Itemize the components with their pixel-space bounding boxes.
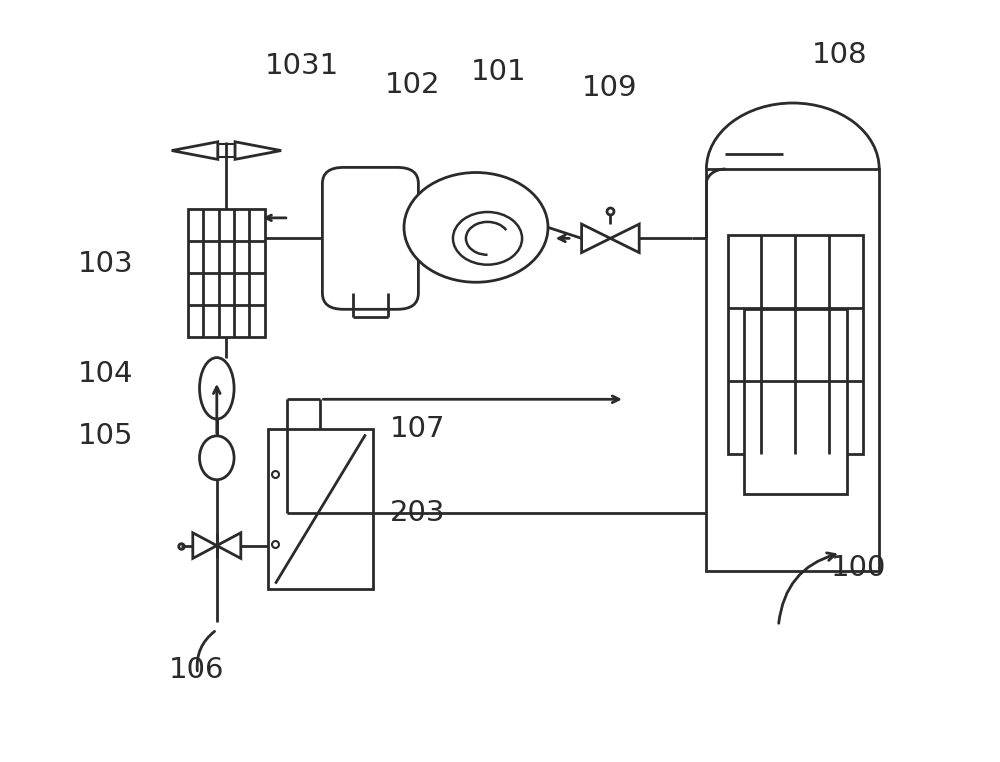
Bar — [706, 169, 879, 572]
Ellipse shape — [200, 436, 234, 480]
Text: 109: 109 — [582, 75, 637, 102]
Ellipse shape — [200, 357, 234, 419]
Text: 104: 104 — [78, 360, 133, 388]
Bar — [188, 209, 265, 337]
Text: 100: 100 — [831, 553, 887, 581]
Circle shape — [453, 212, 522, 264]
Text: 107: 107 — [390, 415, 445, 443]
Bar — [268, 428, 373, 590]
FancyArrowPatch shape — [197, 632, 215, 671]
Polygon shape — [610, 224, 639, 253]
Text: 101: 101 — [471, 59, 527, 86]
Polygon shape — [235, 142, 281, 159]
Text: 106: 106 — [169, 656, 224, 684]
FancyArrowPatch shape — [779, 553, 835, 623]
Polygon shape — [582, 224, 610, 253]
Text: 203: 203 — [390, 498, 445, 527]
Text: 102: 102 — [385, 71, 440, 99]
Polygon shape — [217, 533, 241, 559]
Text: 105: 105 — [78, 422, 133, 450]
Text: 103: 103 — [78, 250, 133, 278]
Text: 1031: 1031 — [265, 53, 339, 81]
Polygon shape — [193, 533, 217, 559]
Text: 108: 108 — [812, 41, 868, 69]
FancyBboxPatch shape — [322, 168, 418, 309]
Bar — [728, 235, 863, 454]
Polygon shape — [172, 142, 218, 159]
Circle shape — [404, 172, 548, 282]
Bar — [744, 309, 847, 495]
Bar — [218, 144, 235, 157]
